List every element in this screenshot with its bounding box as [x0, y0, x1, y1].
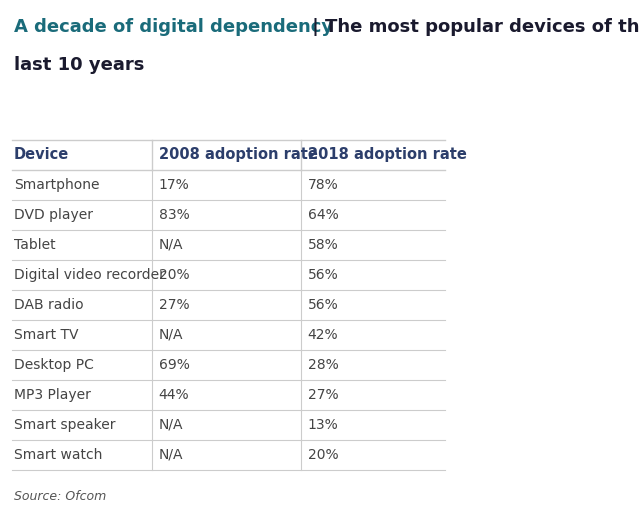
- Text: Smart TV: Smart TV: [14, 328, 79, 342]
- Text: 20%: 20%: [159, 268, 189, 282]
- Text: | The most popular devices of the: | The most popular devices of the: [306, 18, 640, 36]
- Text: Device: Device: [14, 147, 69, 162]
- Text: N/A: N/A: [159, 328, 183, 342]
- Text: Digital video recorder: Digital video recorder: [14, 268, 165, 282]
- Text: N/A: N/A: [159, 448, 183, 462]
- Text: 58%: 58%: [308, 238, 339, 252]
- Text: N/A: N/A: [159, 418, 183, 431]
- Text: 2018 adoption rate: 2018 adoption rate: [308, 147, 467, 162]
- Text: DVD player: DVD player: [14, 208, 93, 222]
- Text: 56%: 56%: [308, 268, 339, 282]
- Text: 56%: 56%: [308, 298, 339, 312]
- Text: Desktop PC: Desktop PC: [14, 358, 94, 372]
- Text: MP3 Player: MP3 Player: [14, 388, 91, 402]
- Text: N/A: N/A: [159, 238, 183, 252]
- Text: 27%: 27%: [308, 388, 339, 402]
- Text: Smart watch: Smart watch: [14, 448, 102, 462]
- Text: 44%: 44%: [159, 388, 189, 402]
- Text: Smartphone: Smartphone: [14, 178, 100, 192]
- Text: 83%: 83%: [159, 208, 189, 222]
- Text: 28%: 28%: [308, 358, 339, 372]
- Text: 78%: 78%: [308, 178, 339, 192]
- Text: 64%: 64%: [308, 208, 339, 222]
- Text: last 10 years: last 10 years: [14, 56, 145, 74]
- Text: 69%: 69%: [159, 358, 189, 372]
- Text: 20%: 20%: [308, 448, 339, 462]
- Text: 27%: 27%: [159, 298, 189, 312]
- Text: Tablet: Tablet: [14, 238, 56, 252]
- Text: 42%: 42%: [308, 328, 339, 342]
- Text: 13%: 13%: [308, 418, 339, 431]
- Text: Smart speaker: Smart speaker: [14, 418, 116, 431]
- Text: 17%: 17%: [159, 178, 189, 192]
- Text: DAB radio: DAB radio: [14, 298, 84, 312]
- Text: 2008 adoption rate: 2008 adoption rate: [159, 147, 317, 162]
- Text: Source: Ofcom: Source: Ofcom: [14, 489, 106, 503]
- Text: A decade of digital dependency: A decade of digital dependency: [14, 18, 333, 36]
